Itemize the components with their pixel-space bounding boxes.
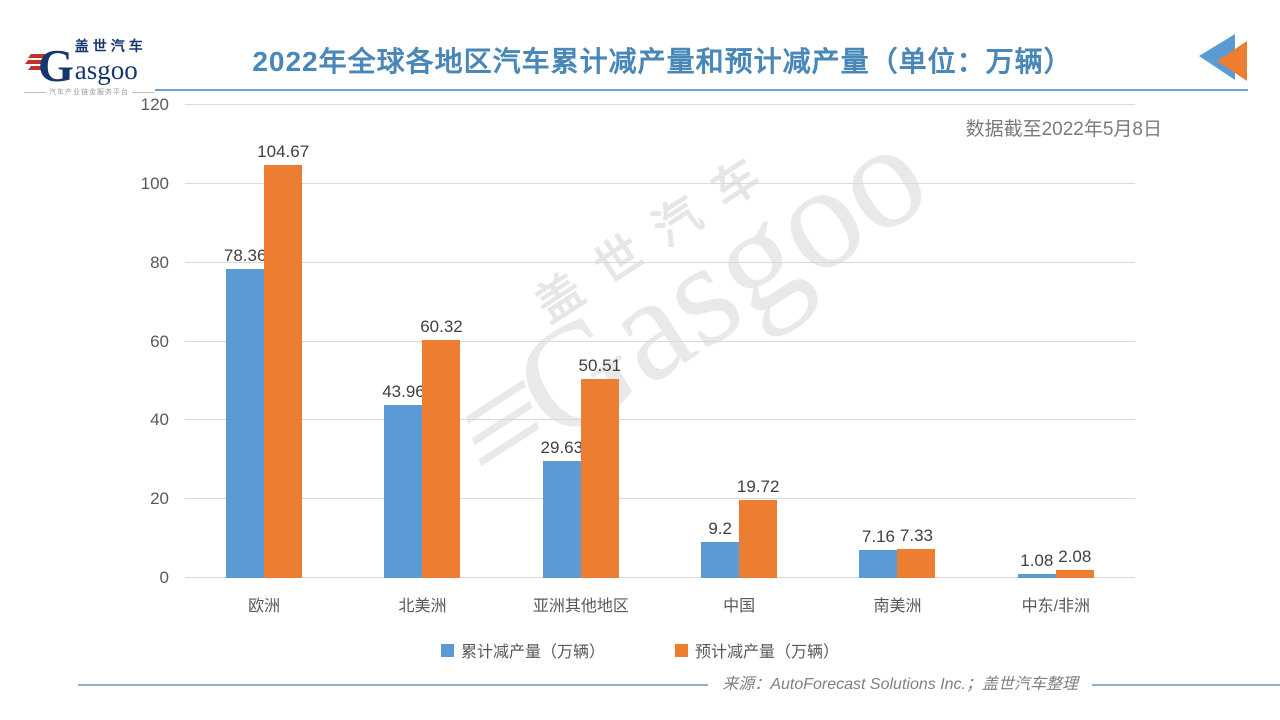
x-axis: 欧洲 北美洲 亚洲其他地区 中国 南美洲 中东/非洲 — [185, 592, 1135, 616]
bar-series1-cat5: 7.16 — [859, 527, 898, 578]
gridline — [185, 182, 1135, 184]
bar-series2-cat5: 7.33 — [897, 526, 936, 578]
logo-stripes-icon — [24, 49, 54, 80]
title-underline — [155, 89, 1248, 91]
x-axis-label: 南美洲 — [873, 598, 922, 615]
bar-series2-cat1: 104.67 — [257, 142, 309, 578]
logo-g-letter: G — [38, 40, 74, 92]
x-axis-label: 欧洲 — [248, 598, 281, 615]
gridline — [185, 498, 1135, 500]
legend-label: 累计减产量（万辆） — [460, 644, 605, 661]
gridline — [185, 104, 1135, 105]
x-axis-label: 中东/非洲 — [1021, 598, 1091, 615]
bar-pair: 29.63 50.51 — [541, 356, 621, 578]
bar-pair: 7.16 7.33 — [859, 526, 936, 578]
y-axis-tick: 100 — [140, 173, 169, 193]
x-axis-label: 亚洲其他地区 — [532, 598, 629, 615]
gasgoo-logo: G 盖世汽车 asgoo 汽车产业链金服务平台 — [24, 36, 154, 97]
legend-item-1: 累计减产量（万辆） — [440, 638, 605, 662]
gridline — [185, 577, 1135, 578]
legend-swatch — [440, 643, 454, 657]
gridline — [185, 340, 1135, 342]
x-axis-label: 北美洲 — [398, 598, 447, 615]
logo-tagline: 汽车产业链金服务平台 — [24, 87, 154, 97]
bar-series1-cat6: 1.08 — [1017, 551, 1056, 578]
bar-value-label: 104.67 — [257, 142, 310, 162]
bar-series2-cat2: 60.32 — [420, 317, 463, 578]
y-axis-tick: 0 — [159, 568, 169, 587]
bar-series1-cat4: 9.2 — [701, 519, 740, 578]
legend-label: 预计减产量（万辆） — [695, 644, 840, 661]
bar-value-label: 50.51 — [578, 355, 622, 375]
footer-rule — [78, 684, 1280, 686]
corner-triangles-icon — [1199, 34, 1247, 81]
data-cutoff-note: 数据截至2022年5月8日 — [965, 119, 1162, 140]
bar-series1-cat1: 78.36 — [224, 246, 266, 578]
page-title: 2022年全球各地区汽车累计减产量和预计减产量（单位：万辆） — [252, 46, 1073, 77]
bar-series2-cat3: 50.51 — [579, 356, 621, 578]
legend-swatch — [675, 643, 688, 657]
bar-pair: 78.36 104.67 — [224, 142, 309, 578]
bar-value-label: 19.72 — [736, 477, 780, 497]
x-axis-label: 中国 — [723, 598, 756, 615]
bar-group-6: 1.08 2.08 — [977, 105, 1135, 578]
bar-group-2: 43.96 60.32 — [343, 105, 501, 578]
bar-group-5: 7.16 7.33 — [818, 105, 976, 578]
gridline — [185, 261, 1135, 263]
bar-series1-cat3: 29.63 — [541, 438, 583, 578]
bar-value-label: 1.08 — [1020, 550, 1054, 570]
bar-value-label: 43.96 — [382, 381, 425, 401]
bar-value-label: 60.32 — [420, 317, 463, 337]
bar-value-label: 29.63 — [540, 438, 584, 458]
y-axis-tick: 60 — [150, 331, 169, 351]
gridline — [185, 419, 1135, 421]
bar-value-label: 7.16 — [861, 526, 896, 546]
bar-series2-cat4: 19.72 — [737, 477, 779, 578]
y-axis-tick: 20 — [150, 489, 169, 509]
plot-area: 78.36 104.67 43.96 60.32 29.63 50.51 9.2 19.72 7… — [185, 104, 1135, 578]
logo-english-name: asgoo — [74, 55, 138, 85]
bar-value-label: 2.08 — [1058, 546, 1092, 566]
bar-pair: 43.96 60.32 — [382, 317, 463, 578]
bar-value-label: 78.36 — [223, 246, 267, 266]
bar-group-4: 9.2 19.72 — [660, 105, 818, 578]
y-axis: 0 20 40 60 80 100 120 — [95, 95, 175, 587]
bar-value-label: 9.2 — [708, 518, 732, 538]
bar-group-1: 78.36 104.67 — [185, 105, 343, 578]
bar-groups: 78.36 104.67 43.96 60.32 29.63 50.51 9.2 19.72 7… — [185, 105, 1135, 578]
bar-value-label: 7.33 — [899, 526, 934, 546]
legend-item-2: 预计减产量（万辆） — [675, 638, 839, 662]
bar-series2-cat6: 2.08 — [1055, 547, 1094, 578]
chart-legend: 累计减产量（万辆） 预计减产量（万辆） — [0, 638, 1280, 662]
y-axis-tick: 80 — [150, 252, 169, 272]
bar-group-3: 29.63 50.51 — [502, 105, 660, 578]
y-axis-tick: 120 — [140, 95, 169, 114]
source-text: 来源：AutoForecast Solutions Inc.；盖世汽车整理 — [708, 675, 1092, 695]
bar-pair: 1.08 2.08 — [1017, 547, 1094, 578]
y-axis-tick: 40 — [150, 410, 169, 430]
bar-pair: 9.2 19.72 — [701, 477, 779, 578]
bar-series1-cat2: 43.96 — [382, 382, 425, 578]
logo-chinese-name: 盖世汽车 — [74, 38, 147, 54]
